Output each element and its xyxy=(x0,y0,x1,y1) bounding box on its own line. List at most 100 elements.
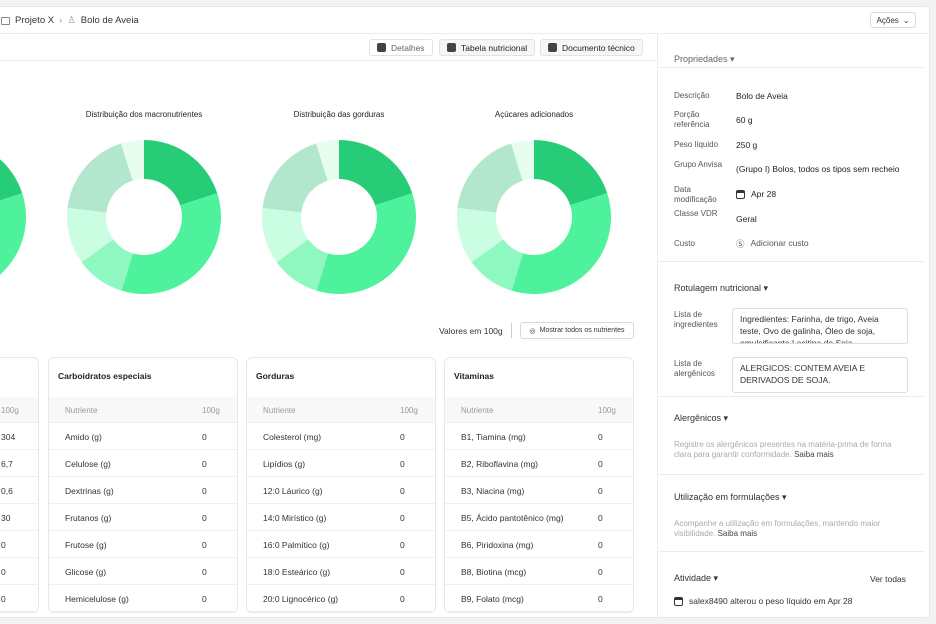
nutrient-name: B8, Biotina (mcg) xyxy=(461,567,527,577)
column-header: 100g xyxy=(400,406,418,415)
donut-chart xyxy=(0,140,26,294)
donut-slice[interactable] xyxy=(262,207,309,263)
nutrient-value: 0 xyxy=(202,459,207,469)
allergens-help-text: Registre os alergênicos presentes na mat… xyxy=(674,440,892,459)
table-row: 6,7 xyxy=(0,450,38,477)
add-cost-label: Adicionar custo xyxy=(750,238,809,248)
allergens-toggle[interactable]: Alergênicos ▾ xyxy=(674,413,729,423)
nutrient-value: 0 xyxy=(202,594,207,604)
prop-portion[interactable]: 60 g xyxy=(736,115,753,125)
learn-more-link[interactable]: Saiba mais xyxy=(717,529,758,538)
calendar-icon xyxy=(674,596,683,606)
donut-slice[interactable] xyxy=(276,239,328,291)
tech-doc-button[interactable]: Documento técnico xyxy=(540,39,643,56)
prop-vdr-class[interactable]: Geral xyxy=(736,214,757,224)
nutrient-table-card: Vitaminas Nutriente 100g B1, Tiamina (mg) 0… xyxy=(444,357,634,613)
nutrient-value: 0 xyxy=(1,540,6,550)
prop-description[interactable]: Bolo de Aveia xyxy=(736,91,788,101)
donut-slice[interactable] xyxy=(67,207,114,263)
divider xyxy=(658,551,924,552)
nutrient-value: 0 xyxy=(400,540,405,550)
donut-slice[interactable] xyxy=(67,143,133,213)
table-header: Nutriente 100g xyxy=(49,397,237,423)
nutrient-value: 0 xyxy=(1,567,6,577)
prop-label: Data modificação xyxy=(674,185,717,204)
nutrient-value: 0 xyxy=(598,459,603,469)
donut-slice[interactable] xyxy=(316,193,416,294)
donut-slice[interactable] xyxy=(457,207,504,263)
prop-modified-date[interactable]: Apr 28 xyxy=(736,189,776,199)
table-row: 14:0 Mirístico (g) 0 xyxy=(247,504,435,531)
table-row: 0 xyxy=(0,558,38,585)
donut-slice[interactable] xyxy=(0,140,23,205)
nutrient-name: 20:0 Lignocérico (g) xyxy=(263,594,339,604)
donut-slice[interactable] xyxy=(511,140,534,181)
column-header: Nutriente xyxy=(65,406,98,415)
nutrient-value: 0 xyxy=(598,432,603,442)
activity-toggle[interactable]: Atividade ▾ xyxy=(674,573,719,583)
prop-anvisa-group[interactable]: (Grupo I) Bolos, todos os tipos sem rech… xyxy=(736,164,900,174)
folder-icon xyxy=(1,16,10,25)
prop-label: Descrição xyxy=(674,91,710,100)
donut-slice[interactable] xyxy=(81,239,133,291)
nutrient-name: Colesterol (mg) xyxy=(263,432,322,442)
donut-slice[interactable] xyxy=(471,239,523,291)
table-row: B9, Folato (mcg) 0 xyxy=(445,585,633,612)
see-all-link[interactable]: Ver todas xyxy=(870,574,906,584)
learn-more-link[interactable]: Saiba mais xyxy=(794,450,834,459)
nutrient-value: 0 xyxy=(1,594,6,604)
nutrient-name: 14:0 Mirístico (g) xyxy=(263,513,327,523)
donut-chart xyxy=(457,140,611,294)
donut-slice[interactable] xyxy=(511,193,611,294)
nutrient-name: B9, Folato (mcg) xyxy=(461,594,524,604)
table-row: B6, Piridoxina (mg) 0 xyxy=(445,531,633,558)
allergens-field[interactable]: ALERGICOS: CONTEM AVEIA E DERIVADOS DE S… xyxy=(732,357,908,393)
ingredients-label: Lista de ingredientes xyxy=(674,310,718,329)
donut-slice[interactable] xyxy=(121,140,144,181)
nutrition-table-button[interactable]: Tabela nutricional xyxy=(439,39,536,56)
add-cost-button[interactable]: Ⓢ Adicionar custo xyxy=(736,238,809,250)
prop-label: Peso líquido xyxy=(674,140,719,149)
nutrient-value: 0 xyxy=(598,567,603,577)
activity-item: salex8490 alterou o peso líquido em Apr … xyxy=(674,596,853,606)
nutrient-name: B3, Niacina (mg) xyxy=(461,486,525,496)
chevron-right-icon: › xyxy=(59,15,63,26)
dollar-icon: Ⓢ xyxy=(736,239,745,249)
nutrient-value: 0 xyxy=(202,513,207,523)
properties-toggle[interactable]: Propriedades ▾ xyxy=(674,54,735,64)
donut-slice[interactable] xyxy=(121,193,221,294)
values-label: Valores em 100g xyxy=(439,326,503,336)
donut-slice[interactable] xyxy=(457,143,523,213)
donut-slice[interactable] xyxy=(0,193,26,294)
breadcrumb-project[interactable]: Projeto X xyxy=(15,15,55,26)
actions-button[interactable]: Ações ⌄ xyxy=(870,12,916,28)
nutrient-table-card: Carboidratos especiais Nutriente 100g Amid… xyxy=(48,357,238,613)
donut-slice[interactable] xyxy=(534,140,608,206)
donut-slice[interactable] xyxy=(144,140,218,206)
nutrient-value: 0 xyxy=(400,459,405,469)
nutrient-name: Dextrinas (g) xyxy=(65,486,114,496)
divider xyxy=(658,396,924,397)
donut-slice[interactable] xyxy=(339,140,413,206)
table-icon xyxy=(548,43,557,52)
allergens-help: Registre os alergênicos presentes na mat… xyxy=(674,440,904,460)
nutrient-value: 0 xyxy=(598,594,603,604)
nutrient-name: Frutose (g) xyxy=(65,540,107,550)
ingredients-field[interactable]: Ingredientes: Farinha, de trigo, Aveia t… xyxy=(732,308,908,344)
donut-slice[interactable] xyxy=(316,140,339,181)
donut-slice[interactable] xyxy=(262,143,328,213)
nutrient-name: Amido (g) xyxy=(65,432,102,442)
calendar-icon xyxy=(736,189,745,199)
details-button[interactable]: Detalhes xyxy=(369,39,433,56)
table-row: Amido (g) 0 xyxy=(49,423,237,450)
labeling-toggle[interactable]: Rotulagem nutricional ▾ xyxy=(674,283,769,293)
prop-net-weight[interactable]: 250 g xyxy=(736,140,758,150)
show-all-label: Mostrar todos os nutrientes xyxy=(539,327,625,334)
chart-title: Distribuição das gorduras xyxy=(293,110,385,119)
usage-help: Acompanhe a utilização em formulações, m… xyxy=(674,519,904,539)
breadcrumb-item: Bolo de Aveia xyxy=(80,15,139,26)
nutrient-name: Hemicelulose (g) xyxy=(65,594,129,604)
usage-toggle[interactable]: Utilização em formulações ▾ xyxy=(674,492,787,502)
column-header: Nutriente xyxy=(263,406,296,415)
show-all-nutrients-button[interactable]: ◎ Mostrar todos os nutrientes xyxy=(520,322,634,339)
